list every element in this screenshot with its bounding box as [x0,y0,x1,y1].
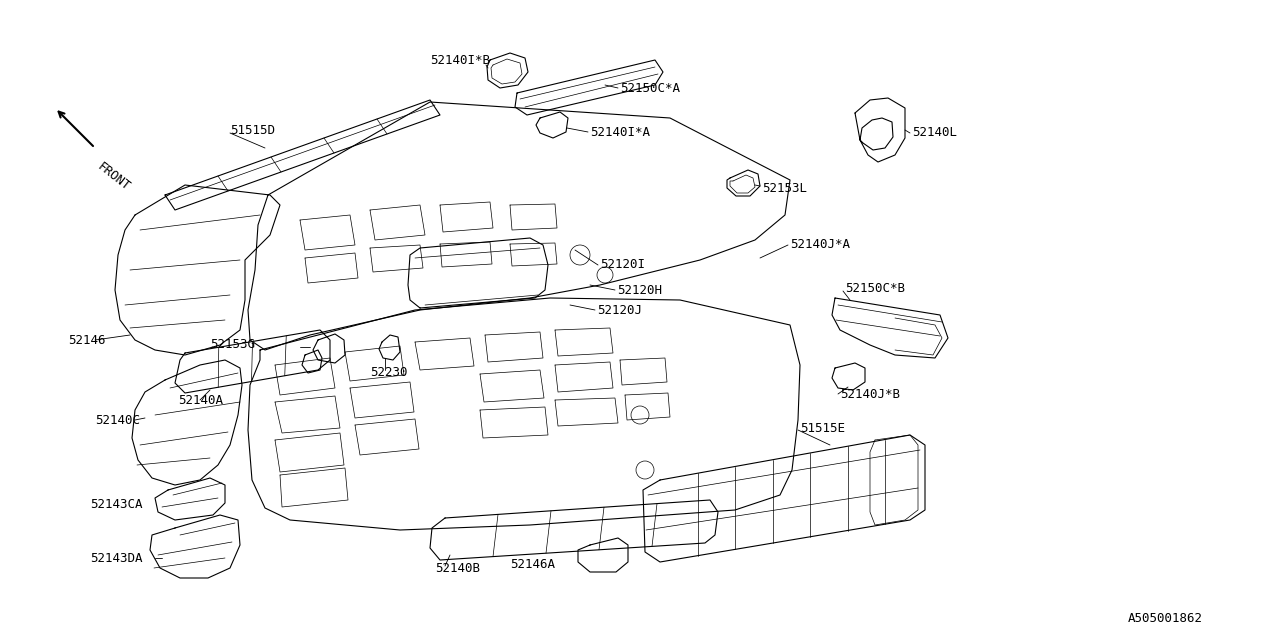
Text: 52146: 52146 [68,333,105,346]
Text: 52150C*B: 52150C*B [845,282,905,294]
Text: 52150C*A: 52150C*A [620,81,680,95]
Text: 52140A: 52140A [178,394,223,406]
Text: 52143CA: 52143CA [90,499,142,511]
Text: 52230: 52230 [370,365,407,378]
Text: 52120J: 52120J [596,303,643,317]
Text: 52140J*B: 52140J*B [840,388,900,401]
Text: 51515D: 51515D [230,124,275,136]
Text: 52140J*A: 52140J*A [790,239,850,252]
Text: 52140I*B: 52140I*B [430,54,490,67]
Text: 52120I: 52120I [600,259,645,271]
Text: 52153L: 52153L [762,182,806,195]
Text: 51515E: 51515E [800,422,845,435]
Text: 52140I*A: 52140I*A [590,125,650,138]
Text: 52140C: 52140C [95,413,140,426]
Text: A505001862: A505001862 [1128,611,1202,625]
Text: 52140B: 52140B [435,561,480,575]
Text: 52140L: 52140L [911,127,957,140]
Text: 52120H: 52120H [617,284,662,296]
Text: 52153G: 52153G [210,339,255,351]
Text: 52146A: 52146A [509,559,556,572]
Text: FRONT: FRONT [95,160,133,193]
Text: 52143DA: 52143DA [90,552,142,564]
